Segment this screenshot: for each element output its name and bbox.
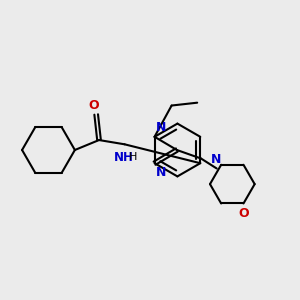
Text: O: O bbox=[89, 99, 100, 112]
Text: N: N bbox=[156, 121, 166, 134]
Text: N: N bbox=[156, 166, 166, 179]
Text: O: O bbox=[238, 206, 249, 220]
Text: H: H bbox=[129, 152, 137, 162]
Text: NH: NH bbox=[114, 151, 134, 164]
Text: N: N bbox=[211, 153, 221, 167]
